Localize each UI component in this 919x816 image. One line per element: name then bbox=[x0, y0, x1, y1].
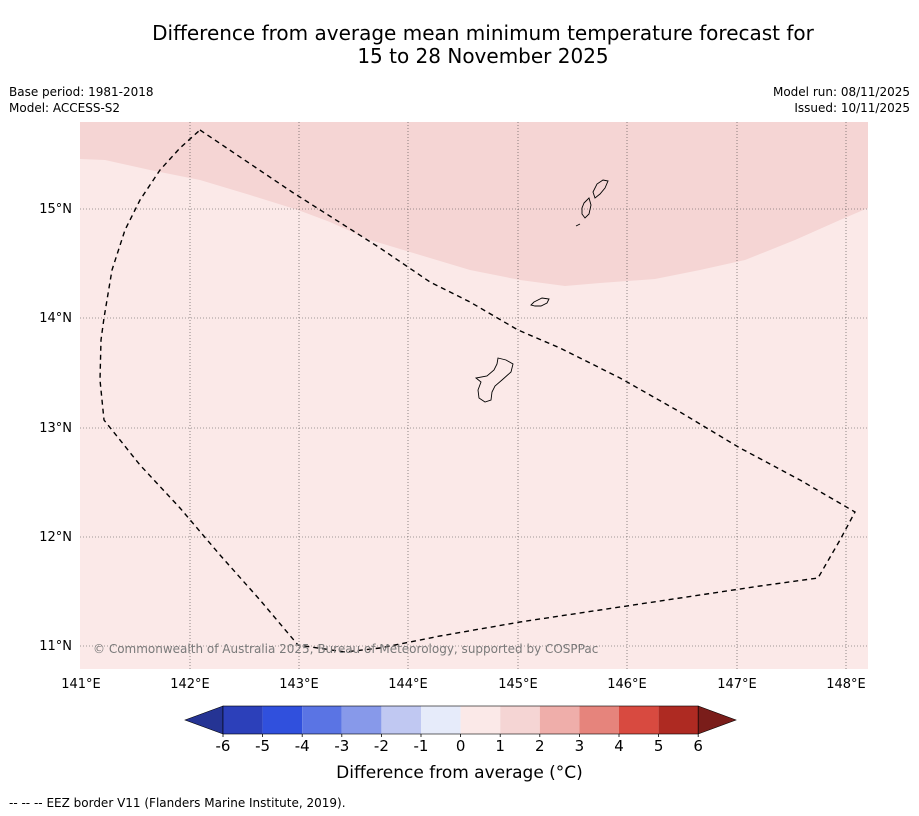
colorbar-segment bbox=[658, 706, 699, 734]
lat-label: 12°N bbox=[39, 530, 72, 545]
copyright-text: © Commonwealth of Australia 2025, Bureau… bbox=[93, 642, 598, 656]
lon-label: 141°E bbox=[61, 677, 101, 692]
lat-label: 13°N bbox=[39, 421, 72, 436]
gridlines bbox=[80, 122, 868, 669]
colorbar-tick-label: 6 bbox=[693, 737, 703, 755]
colorbar-segment bbox=[579, 706, 619, 734]
lat-label: 14°N bbox=[39, 311, 72, 326]
region-1-to-2 bbox=[80, 122, 868, 286]
colorbar-extend-high bbox=[697, 705, 737, 735]
eez-legend-text: EEZ border V11 (Flanders Marine Institut… bbox=[46, 796, 346, 810]
rota-island bbox=[530, 297, 550, 307]
colorbar-extend-low bbox=[184, 705, 224, 735]
colorbar-segment bbox=[500, 706, 540, 734]
lon-label: 144°E bbox=[388, 677, 428, 692]
colorbar-segment bbox=[262, 706, 303, 734]
lat-label: 11°N bbox=[39, 639, 72, 654]
aguijan-island bbox=[575, 223, 581, 227]
colorbar-tick-label: 2 bbox=[535, 737, 545, 755]
colorbar-segment bbox=[381, 706, 421, 734]
colorbar-tick-label: -5 bbox=[255, 737, 270, 755]
colorbar-tick-label: -3 bbox=[334, 737, 349, 755]
colorbar-label: Difference from average (°C) bbox=[336, 763, 583, 783]
lon-label: 143°E bbox=[279, 677, 319, 692]
base-period: Base period: 1981-2018 bbox=[9, 85, 154, 99]
footer-legend: -- -- -- EEZ border V11 (Flanders Marine… bbox=[9, 796, 346, 810]
colorbar-tick-label: 1 bbox=[495, 737, 505, 755]
colorbar-tick-label: -2 bbox=[374, 737, 389, 755]
title-line-1: Difference from average mean minimum tem… bbox=[152, 21, 814, 45]
issued-date: Issued: 10/11/2025 bbox=[794, 101, 910, 115]
colorbar-segment bbox=[421, 706, 461, 734]
colorbar-tick-label: -1 bbox=[414, 737, 429, 755]
meta-right: Model run: 08/11/2025 Issued: 10/11/2025 bbox=[773, 84, 910, 116]
colorbar-segment bbox=[223, 706, 263, 734]
colorbar-tick-label: 0 bbox=[456, 737, 466, 755]
colorbar-segment bbox=[539, 706, 580, 734]
tinian-island bbox=[581, 197, 592, 219]
meta-left: Base period: 1981-2018 Model: ACCESS-S2 bbox=[9, 84, 154, 116]
eez-legend-symbol: -- -- -- bbox=[9, 796, 43, 810]
saipan-island bbox=[592, 179, 609, 199]
colorbar-tick-label: 5 bbox=[654, 737, 664, 755]
model-name: Model: ACCESS-S2 bbox=[9, 101, 121, 115]
eez-border bbox=[99, 129, 856, 653]
colorbar-tick-label: -6 bbox=[216, 737, 231, 755]
lon-label: 147°E bbox=[717, 677, 757, 692]
colorbar-tick-label: 3 bbox=[575, 737, 585, 755]
colorbar-segment bbox=[302, 706, 342, 734]
lon-labels: 141°E 142°E 143°E 144°E 145°E 146°E 147°… bbox=[61, 677, 866, 692]
chart-title: Difference from average mean minimum tem… bbox=[0, 22, 919, 68]
lon-label: 148°E bbox=[826, 677, 866, 692]
lon-label: 145°E bbox=[498, 677, 538, 692]
islands bbox=[474, 179, 609, 403]
lon-label: 146°E bbox=[607, 677, 647, 692]
colorbar: -6 -5 -4 -3 -2 -1 0 1 2 3 4 5 6 bbox=[184, 705, 737, 755]
colorbar-segment bbox=[460, 706, 501, 734]
colorbar-segment bbox=[619, 706, 659, 734]
colorbar-tick-label: 4 bbox=[614, 737, 624, 755]
colorbar-segment bbox=[341, 706, 382, 734]
model-run: Model run: 08/11/2025 bbox=[772, 85, 910, 99]
title-line-2: 15 to 28 November 2025 bbox=[357, 44, 609, 68]
guam-island bbox=[474, 357, 514, 403]
lat-labels: 15°N 14°N 13°N 12°N 11°N bbox=[39, 202, 72, 654]
lon-label: 142°E bbox=[170, 677, 210, 692]
lat-label: 15°N bbox=[39, 202, 72, 217]
colorbar-tick-label: -4 bbox=[295, 737, 310, 755]
